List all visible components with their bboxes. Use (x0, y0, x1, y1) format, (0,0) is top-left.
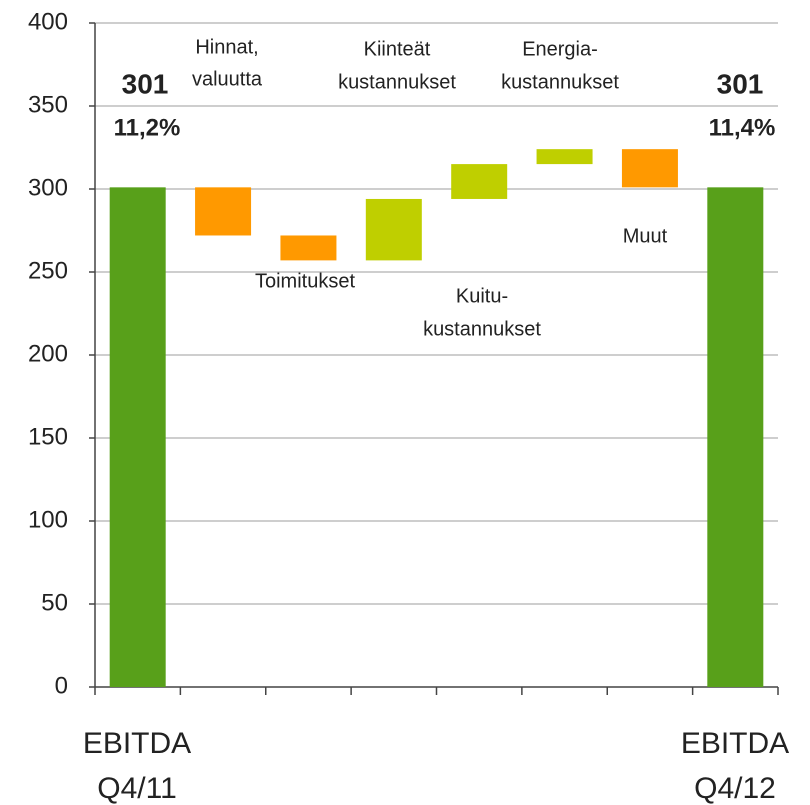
category-label: Q4/11 (97, 772, 177, 805)
value-label: 301 (122, 68, 169, 99)
category-label: Hinnat, (195, 36, 258, 58)
category-label: valuutta (192, 68, 263, 90)
bar (621, 149, 678, 188)
category-label: EBITDA (681, 727, 789, 760)
y-tick-label: 150 (28, 423, 68, 450)
y-tick-label: 300 (28, 174, 68, 201)
bar (365, 198, 422, 261)
category-label: Kiinteät (364, 38, 431, 60)
bar (451, 164, 508, 199)
category-label: Kuitu- (456, 285, 508, 307)
bar (280, 235, 337, 261)
value-label: 301 (717, 68, 764, 99)
bar (195, 187, 252, 236)
y-tick-label: 200 (28, 340, 68, 367)
category-label: kustannukset (423, 318, 541, 340)
category-label: Energia- (522, 38, 598, 60)
y-tick-label: 100 (28, 506, 68, 533)
y-tick-label: 0 (55, 672, 68, 699)
bar (536, 149, 593, 165)
category-label: Muut (623, 225, 668, 247)
category-label: kustannukset (501, 71, 619, 93)
annotation: 11,4% (709, 114, 776, 141)
category-label: kustannukset (338, 71, 456, 93)
category-label: Q4/12 (694, 772, 776, 805)
annotation: 11,2% (114, 114, 181, 141)
bar (707, 187, 764, 687)
bar (109, 187, 166, 687)
category-label: EBITDA (83, 727, 191, 760)
category-label: Toimitukset (255, 270, 355, 292)
y-tick-label: 350 (28, 91, 68, 118)
y-tick-label: 50 (41, 589, 68, 616)
y-tick-label: 250 (28, 257, 68, 284)
y-tick-label: 400 (28, 8, 68, 35)
